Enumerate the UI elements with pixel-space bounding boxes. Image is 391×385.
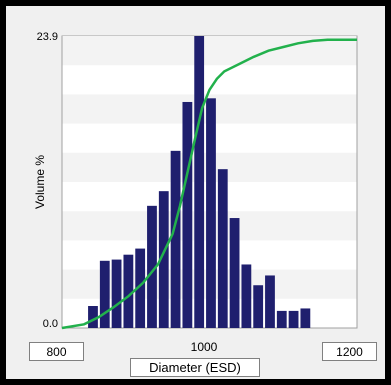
bar-17: [288, 310, 299, 328]
bar-9: [194, 36, 205, 328]
y-tick-min: 0.0: [43, 318, 58, 330]
bar-4: [135, 248, 146, 328]
x-tick-mid: 1000: [190, 340, 218, 354]
x-max-input[interactable]: 1200: [322, 342, 377, 361]
bar-14: [253, 285, 264, 328]
bar-18: [300, 308, 311, 328]
bar-10: [206, 98, 216, 328]
bars-group: [88, 36, 311, 329]
bar-2: [111, 259, 122, 328]
histogram-chart: 23.9 0.0 Volume %: [33, 31, 358, 330]
chart-panel: 23.9 0.0 Volume % 800 1000 1200 Diameter…: [6, 6, 385, 379]
cumulative-line: [61, 38, 357, 330]
y-axis-label: Volume %: [33, 155, 47, 209]
x-min-input[interactable]: 800: [29, 342, 84, 361]
bar-5: [147, 205, 157, 328]
bar-16: [276, 310, 287, 328]
y-tick-max: 23.9: [37, 31, 58, 43]
bar-11: [217, 169, 228, 328]
bar-0: [88, 306, 98, 328]
bar-15: [265, 275, 275, 328]
bar-12: [229, 218, 240, 328]
bar-1: [99, 260, 110, 328]
bar-6: [158, 191, 169, 328]
bar-7: [170, 150, 181, 328]
bar-3: [123, 254, 134, 328]
bar-8: [182, 101, 193, 329]
x-axis-label: Diameter (ESD): [130, 358, 260, 377]
bar-13: [241, 264, 252, 328]
